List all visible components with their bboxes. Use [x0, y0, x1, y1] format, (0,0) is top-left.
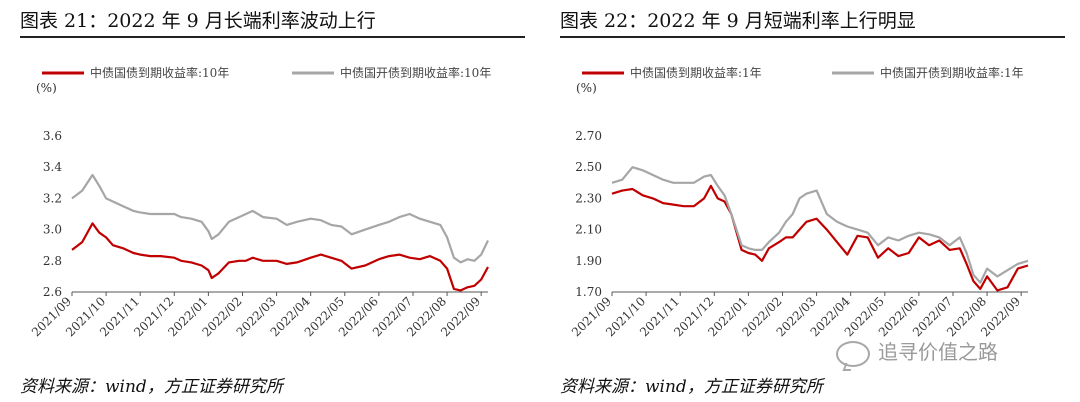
watermark: 追寻价值之路 — [836, 336, 998, 367]
legend-label: 中债国债到期收益率:1年 — [630, 65, 762, 80]
source-note: 资料来源：wind，方正证券研究所 — [20, 377, 283, 397]
y-tick-label: 3.4 — [43, 160, 62, 174]
chat-bubble-icon — [836, 340, 870, 367]
series-line — [71, 173, 489, 264]
y-tick-label: 2.30 — [575, 191, 602, 205]
y-tick-label: 2.10 — [575, 223, 602, 237]
series-line — [71, 222, 489, 292]
chart-area: 中债国债到期收益率:10年 中债国开债到期收益率:10年 (%) 2.6 2.8 3.0 3… — [29, 65, 491, 339]
chart-panel-right: 图表 22：2022 年 9 月短端利率上行明显 中债国债到期收益率:1年 中债国… — [560, 0, 1080, 402]
title-rule — [20, 36, 525, 38]
legend-label: 中债国开债到期收益率:1年 — [880, 65, 1024, 80]
watermark-text: 追寻价值之路 — [878, 340, 998, 364]
series-line — [611, 184, 1029, 292]
legend-label: 中债国债到期收益率:10年 — [90, 65, 229, 80]
y-tick-label: 2.70 — [575, 129, 602, 143]
y-tick-label: 1.70 — [575, 285, 602, 299]
y-tick-label: 1.90 — [575, 254, 602, 268]
y-axis-unit: (%) — [36, 81, 57, 95]
chart-title: 图表 21：2022 年 9 月长端利率波动上行 — [20, 10, 376, 32]
series-line — [611, 166, 1029, 284]
chart-title: 图表 22：2022 年 9 月短端利率上行明显 — [560, 10, 916, 32]
y-tick-label: 2.6 — [43, 285, 62, 299]
title-rule — [560, 36, 1065, 38]
y-axis-unit: (%) — [576, 81, 597, 95]
chart-area: 中债国债到期收益率:1年 中债国开债到期收益率:1年 (%) 1.70 1.90 2.10… — [569, 65, 1029, 339]
y-tick-label: 3.0 — [43, 223, 62, 237]
y-tick-label: 2.8 — [43, 254, 62, 268]
source-note: 资料来源：wind，方正证券研究所 — [560, 377, 823, 397]
y-tick-label: 2.50 — [575, 160, 602, 174]
chart-panel-left: 图表 21：2022 年 9 月长端利率波动上行 中债国债到期收益率:10年 中债… — [20, 0, 540, 402]
legend-label: 中债国开债到期收益率:10年 — [340, 65, 491, 80]
y-tick-label: 3.2 — [43, 191, 62, 205]
y-tick-label: 3.6 — [43, 129, 62, 143]
